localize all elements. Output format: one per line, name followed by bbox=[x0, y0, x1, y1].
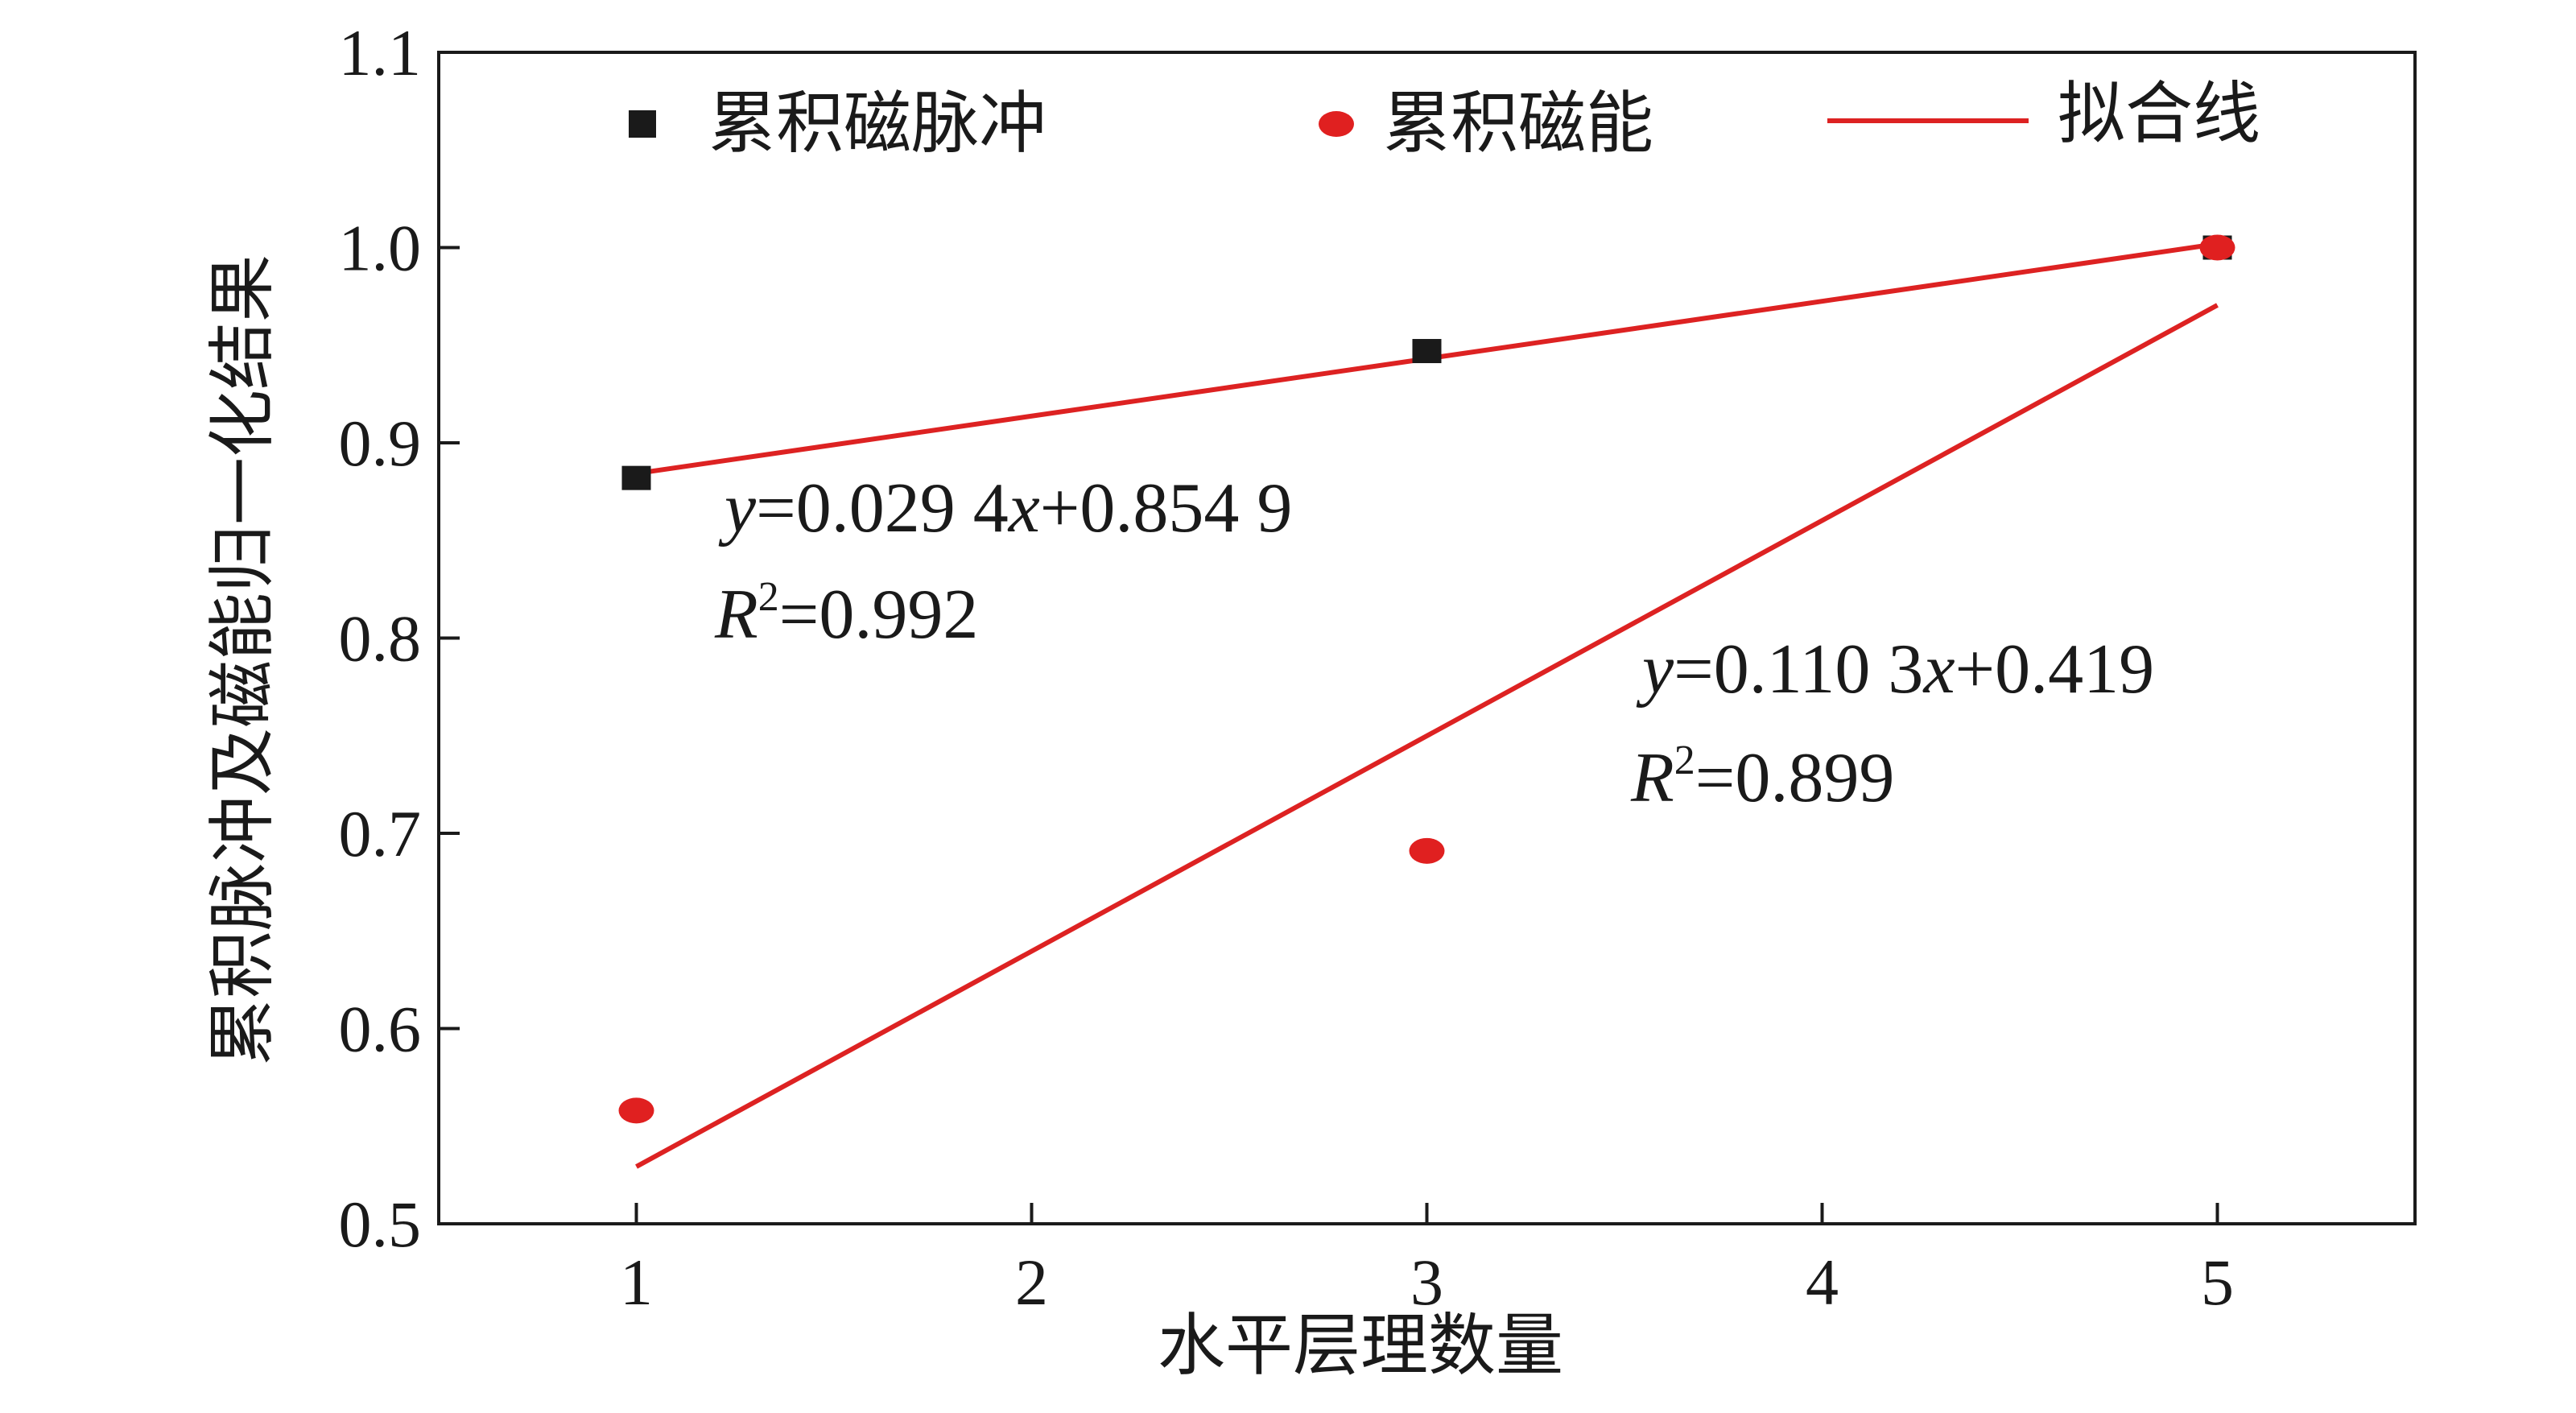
y-tick-label-0-8: 0.8 bbox=[339, 602, 422, 676]
y-tick-label-0-6: 0.6 bbox=[339, 993, 422, 1066]
equation-energy: y=0.110 3x+0.419 bbox=[1636, 630, 2154, 709]
pulse-point-1 bbox=[1412, 339, 1442, 364]
legend: 累积磁脉冲 累积磁能 拟合线 bbox=[629, 74, 2260, 163]
y-tick-label-0-5: 0.5 bbox=[339, 1188, 422, 1261]
x-axis-label: 水平层理数量 bbox=[1158, 1306, 1563, 1385]
fit-line-1 bbox=[635, 303, 2219, 1169]
plot-frame bbox=[437, 51, 2417, 1225]
y-tick-label-0-9: 0.9 bbox=[339, 407, 422, 480]
fit-annotation-pulse: y=0.029 4x+0.854 9 R2=0.992 bbox=[714, 469, 1292, 654]
legend-label-fit: 拟合线 bbox=[2058, 74, 2260, 153]
y-tick-labels: 0.5 0.6 0.7 0.8 0.9 1.0 1.1 bbox=[339, 16, 422, 1261]
x-tick-label-5: 5 bbox=[2201, 1246, 2234, 1319]
energy-point-1 bbox=[1409, 837, 1445, 864]
legend-label-energy: 累积磁能 bbox=[1383, 84, 1653, 163]
x-tick-labels: 1 2 3 4 5 bbox=[620, 1246, 2234, 1319]
energy-point-0 bbox=[618, 1097, 654, 1124]
r-squared-energy: R2=0.899 bbox=[1630, 737, 1894, 817]
legend-marker-pulse bbox=[629, 110, 656, 138]
y-tick-label-1-0: 1.0 bbox=[339, 212, 422, 285]
y-tick-label-1-1: 1.1 bbox=[339, 16, 422, 89]
equation-pulse: y=0.029 4x+0.854 9 bbox=[718, 469, 1292, 547]
x-tick-label-2: 2 bbox=[1015, 1246, 1048, 1319]
r-squared-pulse: R2=0.992 bbox=[714, 574, 978, 654]
x-tick-label-1: 1 bbox=[620, 1246, 653, 1319]
legend-marker-energy bbox=[1319, 111, 1354, 137]
x-tick-label-3: 3 bbox=[1410, 1246, 1443, 1319]
fit-annotation-energy: y=0.110 3x+0.419 R2=0.899 bbox=[1630, 630, 2154, 817]
pulse-point-0 bbox=[621, 465, 651, 490]
data-points bbox=[618, 234, 2235, 1124]
y-tick-label-0-7: 0.7 bbox=[339, 797, 422, 870]
x-tick-label-4: 4 bbox=[1806, 1246, 1839, 1319]
legend-label-pulse: 累积磁脉冲 bbox=[708, 84, 1046, 163]
energy-point-2 bbox=[2199, 234, 2235, 261]
y-axis-label: 累积脉冲及磁能归一化结果 bbox=[203, 254, 282, 1066]
